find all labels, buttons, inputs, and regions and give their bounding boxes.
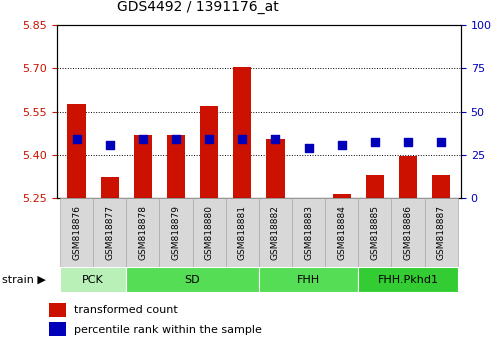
Bar — [126, 198, 159, 267]
Bar — [193, 198, 226, 267]
Bar — [424, 198, 458, 267]
Bar — [233, 67, 251, 198]
Point — [139, 136, 147, 142]
Point — [404, 139, 412, 145]
Bar — [259, 198, 292, 267]
Text: GSM818887: GSM818887 — [437, 205, 446, 260]
Point — [238, 136, 246, 142]
Bar — [432, 175, 450, 198]
Point — [305, 145, 313, 150]
Text: SD: SD — [185, 275, 200, 285]
Text: FHH.Pkhd1: FHH.Pkhd1 — [378, 275, 438, 285]
Bar — [266, 139, 284, 198]
Point — [205, 136, 213, 142]
Point — [72, 136, 80, 142]
Bar — [167, 135, 185, 198]
Bar — [333, 194, 351, 198]
Bar — [68, 104, 86, 198]
Bar — [259, 267, 358, 292]
Bar — [366, 175, 384, 198]
Bar — [126, 267, 259, 292]
Bar — [226, 198, 259, 267]
Text: GSM818884: GSM818884 — [337, 205, 346, 260]
Bar — [60, 267, 126, 292]
Text: GSM818878: GSM818878 — [139, 205, 147, 260]
Bar — [49, 322, 66, 336]
Text: transformed count: transformed count — [74, 305, 178, 315]
Point — [172, 136, 180, 142]
Text: GSM818879: GSM818879 — [172, 205, 180, 260]
Bar — [93, 198, 126, 267]
Text: GSM818886: GSM818886 — [403, 205, 413, 260]
Bar — [292, 198, 325, 267]
Bar — [299, 198, 317, 200]
Bar — [134, 135, 152, 198]
Text: GDS4492 / 1391176_at: GDS4492 / 1391176_at — [117, 0, 279, 14]
Text: strain ▶: strain ▶ — [2, 275, 46, 285]
Text: GSM818876: GSM818876 — [72, 205, 81, 260]
Bar — [200, 106, 218, 198]
Bar — [399, 156, 417, 198]
Text: PCK: PCK — [82, 275, 104, 285]
Text: FHH: FHH — [297, 275, 320, 285]
Text: GSM818885: GSM818885 — [370, 205, 379, 260]
Text: GSM818883: GSM818883 — [304, 205, 313, 260]
Text: GSM818880: GSM818880 — [205, 205, 213, 260]
Bar — [49, 303, 66, 317]
Point — [371, 139, 379, 145]
Bar — [60, 198, 93, 267]
Text: GSM818877: GSM818877 — [105, 205, 114, 260]
Point — [106, 142, 114, 148]
Point — [437, 139, 445, 145]
Text: percentile rank within the sample: percentile rank within the sample — [74, 325, 262, 335]
Bar — [159, 198, 193, 267]
Bar — [325, 198, 358, 267]
Point — [338, 142, 346, 148]
Text: GSM818882: GSM818882 — [271, 205, 280, 260]
Bar — [391, 198, 424, 267]
Text: GSM818881: GSM818881 — [238, 205, 247, 260]
Bar — [358, 198, 391, 267]
Bar — [358, 267, 458, 292]
Point — [272, 136, 280, 142]
Bar — [101, 177, 119, 198]
